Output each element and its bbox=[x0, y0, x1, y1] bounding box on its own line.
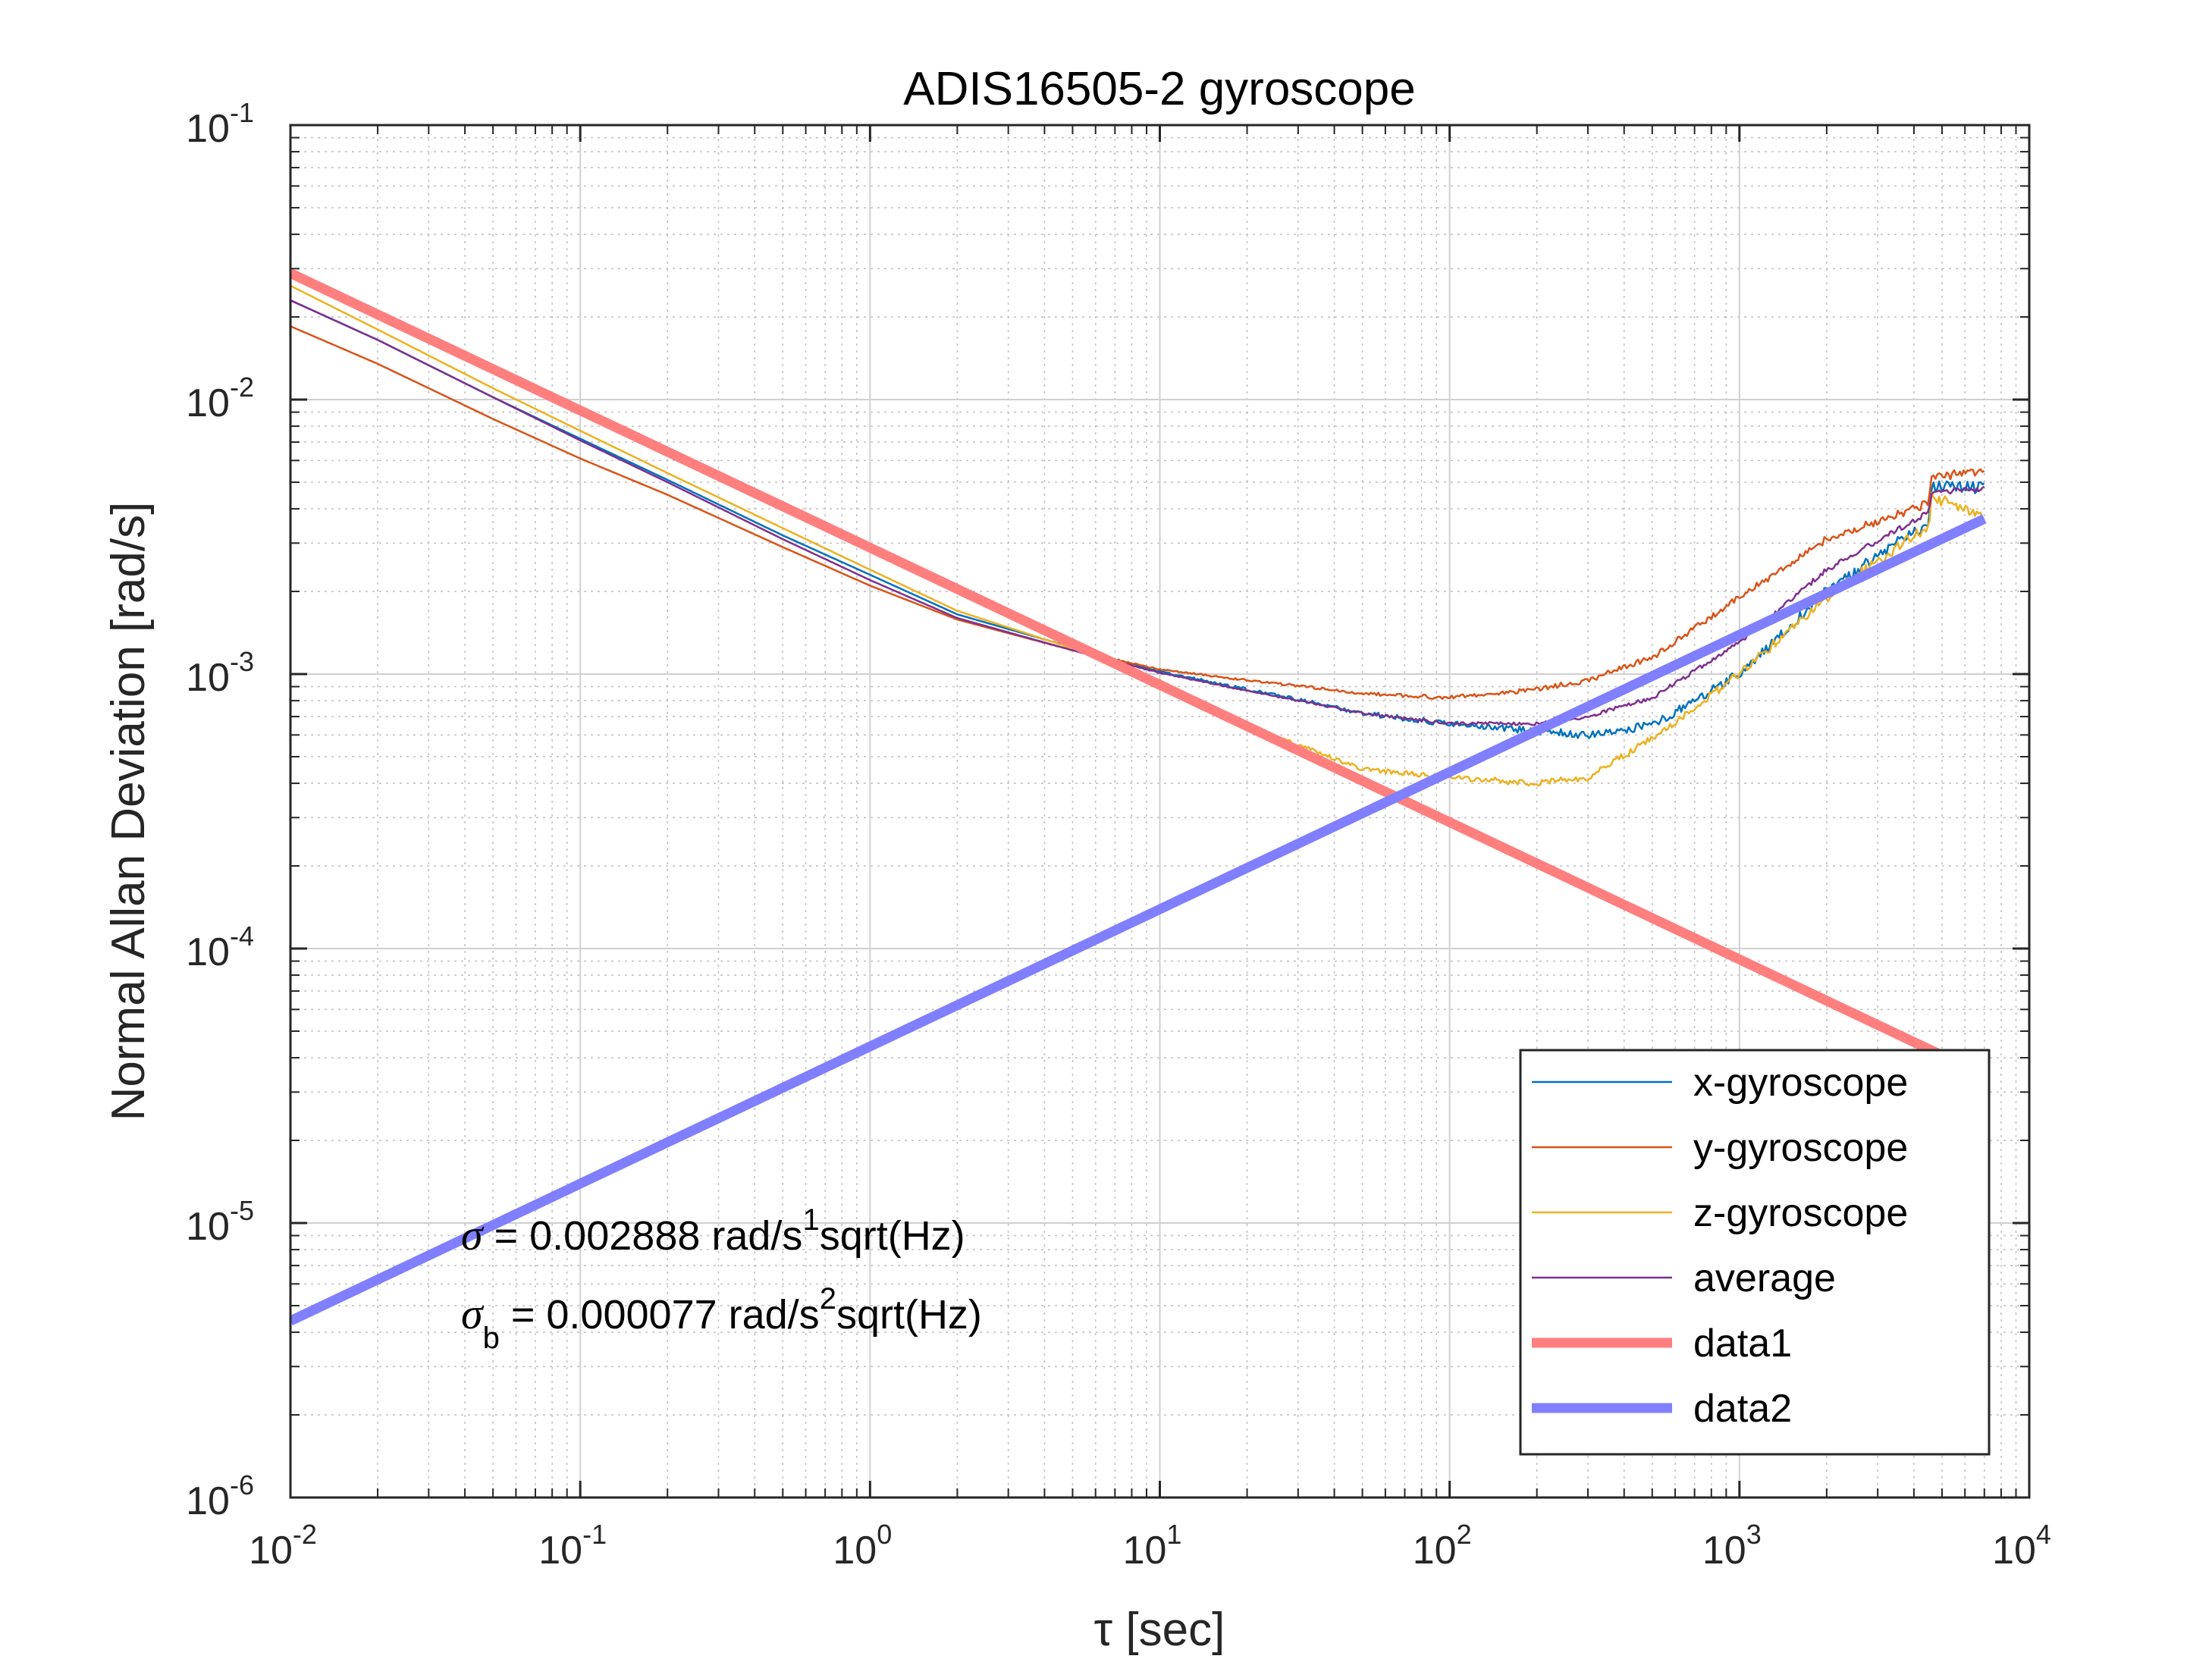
legend-item-average[interactable]: average bbox=[1532, 1256, 1836, 1300]
series-data1-line bbox=[290, 268, 1987, 1080]
legend-label: data1 bbox=[1693, 1322, 1792, 1366]
legend-item-y-gyroscope[interactable]: y-gyroscope bbox=[1532, 1126, 1908, 1170]
legend-item-x-gyroscope[interactable]: x-gyroscope bbox=[1532, 1061, 1908, 1105]
legend-item-z-gyroscope[interactable]: z-gyroscope bbox=[1532, 1191, 1908, 1235]
annotations: σ = 0.002888 rad/s1sqrt(Hz) σb = 0.000077… bbox=[461, 1203, 982, 1355]
chart-title: ADIS16505-2 gyroscope bbox=[903, 63, 1416, 115]
x-axis-label: τ [sec] bbox=[1094, 1604, 1225, 1656]
series-layer bbox=[290, 268, 1987, 1325]
legend-item-data1[interactable]: data1 bbox=[1532, 1322, 1792, 1366]
legend[interactable]: x-gyroscope y-gyroscope z-gyroscope average… bbox=[1519, 1049, 1991, 1456]
major-grid bbox=[290, 125, 2029, 1497]
y-axis-label: Normal Allan Deviation [rad/s] bbox=[102, 502, 155, 1121]
series-average-line bbox=[290, 299, 1985, 726]
axes-box bbox=[289, 124, 2031, 1499]
annotation-sigma-b: σb = 0.000077 rad/s2sqrt(Hz) bbox=[461, 1282, 982, 1355]
legend-label: z-gyroscope bbox=[1693, 1191, 1908, 1235]
series-y-gyroscope-line bbox=[290, 325, 1985, 700]
legend-box bbox=[1519, 1049, 1991, 1456]
annotation-sigma: σ = 0.002888 rad/s1sqrt(Hz) bbox=[461, 1203, 965, 1259]
legend-label: y-gyroscope bbox=[1693, 1126, 1908, 1170]
legend-label: data2 bbox=[1693, 1387, 1792, 1431]
series-x-gyroscope-line bbox=[290, 299, 1985, 739]
legend-label: x-gyroscope bbox=[1693, 1061, 1908, 1105]
legend-item-data2[interactable]: data2 bbox=[1532, 1387, 1792, 1431]
y-tick-labels: 10-610-510-410-310-210-1 bbox=[186, 97, 254, 1523]
legend-label: average bbox=[1693, 1256, 1836, 1300]
series-data2-line bbox=[290, 514, 1987, 1325]
